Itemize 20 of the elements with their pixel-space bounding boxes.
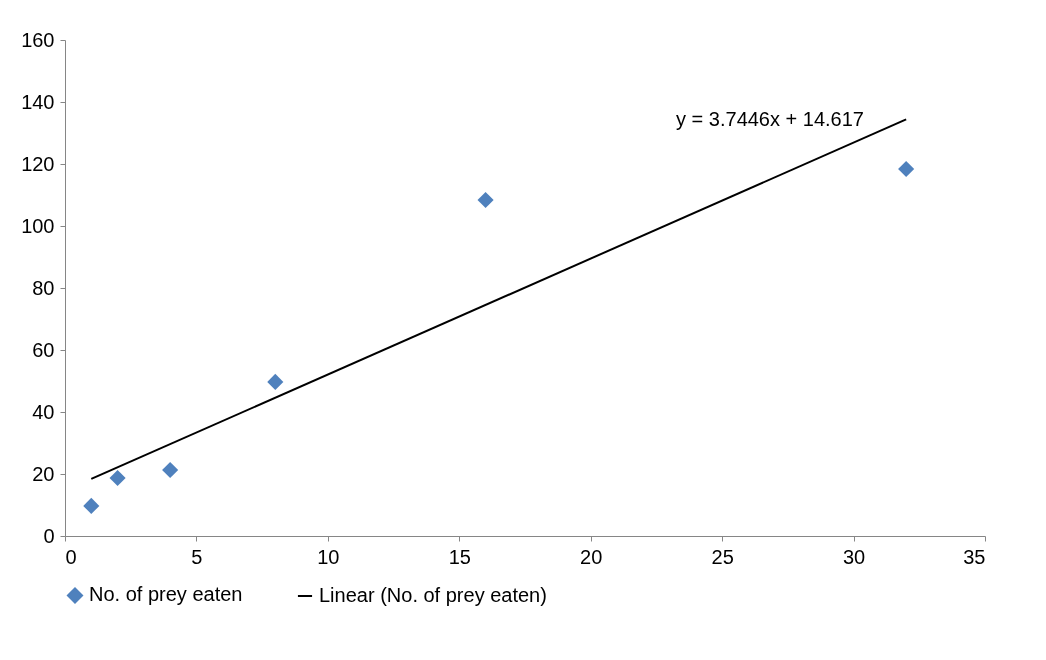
x-tick-label: 35: [963, 545, 986, 568]
x-tick-label: 25: [711, 545, 734, 568]
y-tick-label: 120: [21, 152, 55, 175]
legend-label: No. of prey eaten: [89, 583, 243, 606]
y-tick-label: 160: [21, 28, 55, 51]
x-tick-label: 30: [842, 545, 866, 568]
y-tick-label: 140: [21, 90, 55, 113]
y-tick-label: 0: [43, 524, 55, 547]
annotation: y = 3.7446x + 14.617: [676, 108, 864, 130]
x-tick-label: 10: [317, 545, 340, 568]
y-tick-label: 20: [32, 462, 55, 485]
y-tick-label: 60: [32, 338, 55, 361]
y-tick-label: 80: [32, 276, 55, 299]
x-tick-label: 15: [448, 545, 471, 568]
x-tick-label: 20: [580, 545, 603, 568]
y-tick-label: 100: [21, 214, 55, 237]
legend-label: Linear (No. of prey eaten): [319, 584, 547, 606]
x-tick-label: 5: [191, 545, 203, 568]
y-tick-label: 40: [32, 400, 55, 423]
x-tick-label: 0: [65, 545, 77, 568]
